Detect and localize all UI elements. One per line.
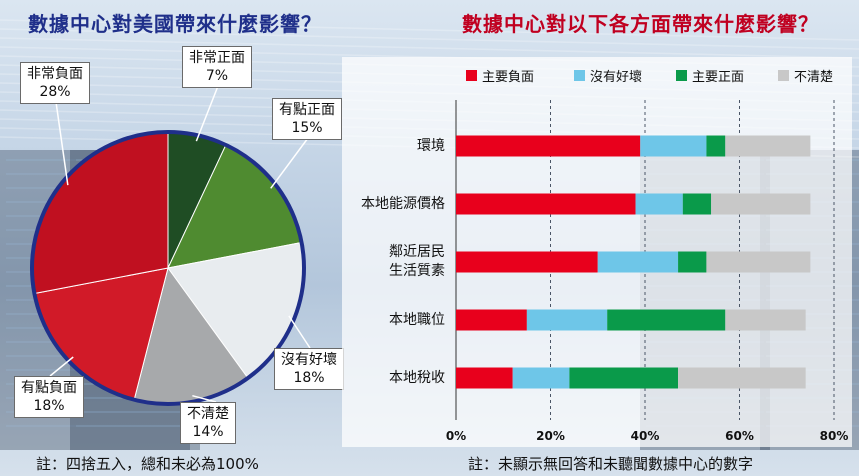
legend-label: 主要負面 — [482, 70, 535, 85]
legend-label: 不清楚 — [794, 70, 834, 85]
pie-slice-value: 18% — [33, 398, 65, 414]
x-tick-label: 0% — [446, 429, 466, 443]
legend-item: 不清楚 — [778, 66, 833, 85]
legend-swatch — [574, 70, 585, 81]
bar-segment — [725, 309, 806, 331]
pie-leader-line — [192, 394, 217, 403]
pie-slice-value: 15% — [291, 120, 323, 136]
pie-slice-label: 有點正面 — [279, 102, 335, 118]
bar-segment — [597, 251, 679, 273]
category-label-line: 本地稅收 — [389, 369, 445, 386]
legend-swatch — [466, 70, 477, 81]
pie-slice-value: 7% — [205, 68, 229, 84]
bar-segment — [607, 309, 726, 331]
pie-slice-label: 沒有好壞 — [281, 352, 337, 368]
category-label: 本地稅收 — [389, 369, 445, 388]
pie-slice-label: 非常負面 — [27, 66, 83, 82]
pie-leader-line — [55, 101, 69, 186]
category-label-line: 本地職位 — [389, 311, 445, 328]
pie-callout: 不清楚 14% — [180, 402, 236, 444]
pie-callout: 有點負面 18% — [14, 376, 84, 418]
pie-outline — [30, 130, 306, 406]
pie-slice-value: 28% — [39, 84, 71, 100]
category-label: 本地職位 — [389, 311, 445, 330]
pie-chart-title: 數據中心對美國帶來什麼影響？ — [28, 12, 322, 36]
category-label-line: 鄰近居民 — [389, 244, 445, 260]
bar-segment — [678, 367, 806, 389]
bar-segment — [456, 251, 598, 273]
bar-segment — [456, 367, 513, 389]
bar-segment — [456, 135, 641, 157]
category-label-line: 環境 — [417, 137, 445, 154]
bar-segment — [678, 251, 707, 273]
ceiling-cable-line — [0, 19, 859, 41]
category-label-line: 生活質素 — [389, 263, 445, 279]
legend-label: 沒有好壞 — [590, 70, 643, 85]
pie-leader-line — [195, 85, 219, 142]
pie-leader-line — [270, 137, 309, 189]
legend-item: 主要正面 — [676, 66, 744, 85]
pie-slice-value: 18% — [293, 370, 325, 386]
pie-leader-line — [49, 356, 74, 377]
bar-segment — [706, 251, 811, 273]
pie-callout: 沒有好壞 18% — [274, 348, 344, 390]
bar-segment — [512, 367, 570, 389]
bar-footnote: 註：未顯示無回答和未聽聞數據中心的數字 — [468, 455, 754, 473]
pie-callout: 非常正面 7% — [182, 46, 252, 88]
category-label: 本地能源價格 — [361, 195, 445, 214]
bar-segment — [456, 193, 636, 215]
pie-slice-label: 非常正面 — [189, 50, 245, 66]
ceiling-cable-line — [0, 28, 859, 50]
pie-slice-value: 14% — [192, 424, 224, 440]
x-tick-label: 20% — [536, 429, 565, 443]
legend-item: 主要負面 — [466, 66, 534, 85]
bar-segment — [640, 135, 707, 157]
bar-chart-title: 數據中心對以下各方面帶來什麼影響？ — [462, 12, 819, 36]
x-tick-label: 60% — [725, 429, 754, 443]
category-label-line: 本地能源價格 — [361, 195, 445, 212]
bar-segment — [456, 309, 527, 331]
bar-segment — [526, 309, 608, 331]
bar-segment — [711, 193, 811, 215]
x-tick-label: 80% — [820, 429, 849, 443]
legend-swatch — [778, 70, 789, 81]
bar-segment — [635, 193, 683, 215]
pie-callout: 非常負面 28% — [20, 62, 90, 104]
category-label: 鄰近居民 生活質素 — [389, 243, 445, 281]
pie-slice-label: 有點負面 — [21, 380, 77, 396]
bar-segment — [682, 193, 712, 215]
pie-slice — [31, 131, 169, 295]
legend-item: 沒有好壞 — [574, 66, 642, 85]
bar-segment — [706, 135, 726, 157]
pie-callout: 有點正面 15% — [272, 98, 342, 140]
bar-segment — [569, 367, 679, 389]
legend-label: 主要正面 — [692, 70, 745, 85]
legend-swatch — [676, 70, 687, 81]
ceiling-cable-line — [0, 37, 859, 59]
bar-chart-panel: 0% 20% 40% 60% 80% — [342, 57, 852, 447]
x-tick-label: 40% — [631, 429, 660, 443]
category-label: 環境 — [417, 137, 445, 156]
bar-segment — [725, 135, 811, 157]
pie-slice-label: 不清楚 — [187, 406, 229, 422]
pie-leader-line — [288, 315, 311, 349]
bar-chart: 0% 20% 40% 60% 80% — [446, 100, 849, 443]
pie-footnote: 註：四捨五入，總和未必為100% — [36, 455, 259, 473]
